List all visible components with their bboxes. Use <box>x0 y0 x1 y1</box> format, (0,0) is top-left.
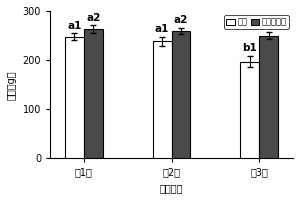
Y-axis label: 产量（g）: 产量（g） <box>7 70 17 100</box>
Text: a1: a1 <box>67 21 82 31</box>
Text: a2: a2 <box>174 15 188 25</box>
Text: a1: a1 <box>155 24 169 34</box>
Bar <box>172 31 190 158</box>
Bar <box>240 62 259 158</box>
Text: b1: b1 <box>242 43 257 53</box>
Legend: 对照, 微生物肥料: 对照, 微生物肥料 <box>224 15 289 29</box>
Bar <box>65 37 84 158</box>
Text: a2: a2 <box>86 13 100 23</box>
Text: a2: a2 <box>262 19 276 29</box>
Bar <box>84 29 103 158</box>
Bar <box>153 41 172 158</box>
Bar <box>259 36 278 158</box>
X-axis label: 连作茗数: 连作茗数 <box>160 183 183 193</box>
